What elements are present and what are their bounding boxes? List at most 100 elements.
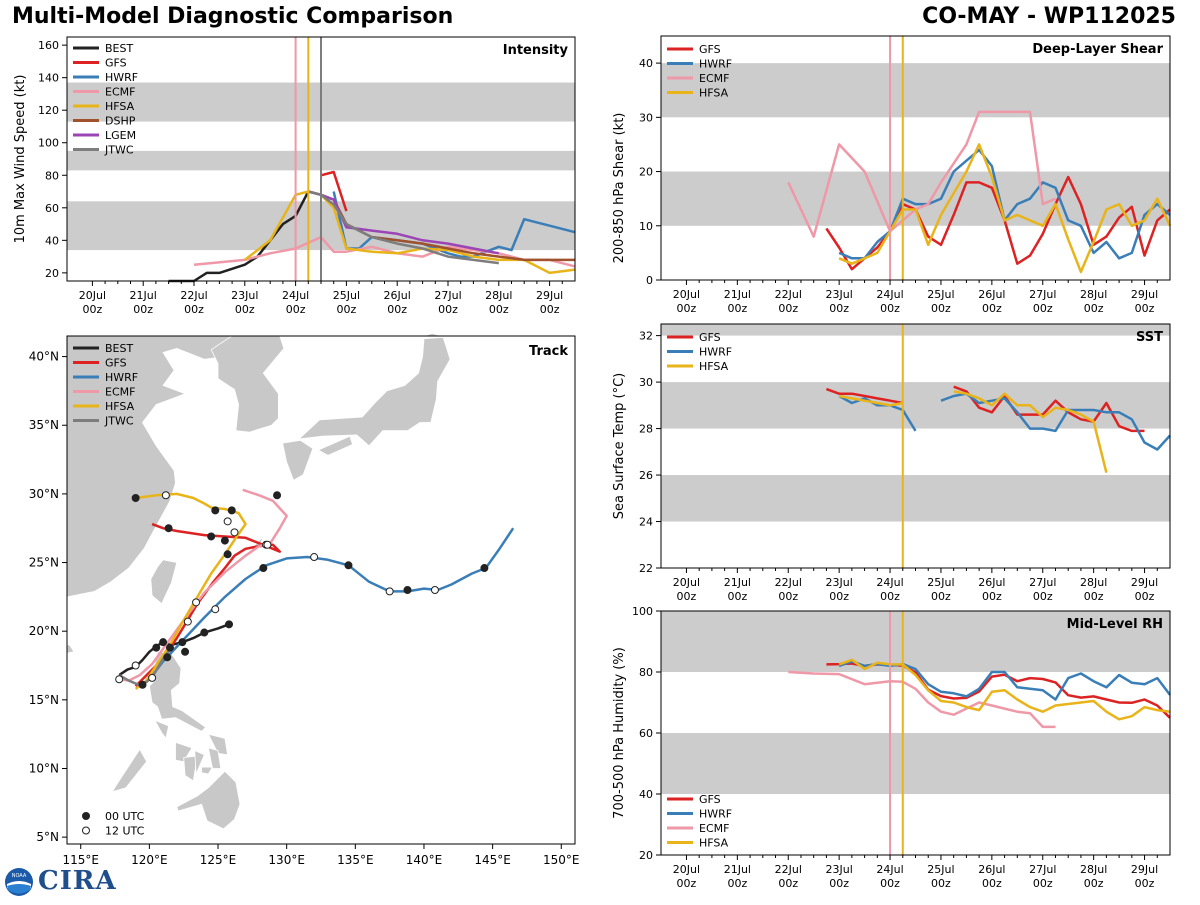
intensity-title: Intensity [503,43,569,58]
track-ytick-label: 25°N [29,556,59,570]
rh-xtick-label: 28Jul [1080,863,1107,876]
shear-legend-gfs: GFS [699,43,721,56]
track-point-hfsa [220,536,229,545]
land-cebu [194,749,205,775]
shear-xtick-label: 23Jul [826,288,853,301]
land-hainan [66,644,75,654]
track-ytick-label: 20°N [29,624,59,638]
rh-xtick-label: 00z [677,877,697,890]
shear-line-gfs-0 [825,175,1171,271]
sst-chart: 20Jul00z21Jul00z22Jul00z23Jul00z24Jul00z… [612,323,1171,603]
shear-xtick-label: 20Jul [673,288,700,301]
noaa-label: NOAA [12,873,27,879]
track-point-hwrf [430,586,439,594]
rh-xtick-label: 00z [931,877,951,890]
sst-xtick-label: 00z [982,590,1002,603]
rh-xtick-label: 20Jul [673,863,700,876]
sst-line-hfsa-4 [838,394,904,407]
track-point-gfs [207,532,216,541]
sst-xtick-label: 00z [880,590,900,603]
track-xtick-label: 130°E [268,853,305,867]
land-leyte [207,747,222,769]
shear-ytick-label: 40 [639,57,653,70]
sst-xtick-label: 00z [1033,590,1053,603]
intensity-ytick-label: 160 [38,39,59,52]
track-map: 115°E 120°E 125°E 130°E 135°E 140°E 145°E 150°E… [29,332,580,867]
intensity-legend-hfsa: HFSA [105,100,135,113]
track-point-best [131,661,140,670]
rh-xtick-label: 00z [778,877,798,890]
land-palawan [111,748,148,793]
shear-xtick-label: 26Jul [978,288,1005,301]
intensity-xtick-label: 00z [133,303,153,316]
track-point-hwrf [403,586,412,594]
intensity-xtick-label: 00z [337,303,357,316]
track-point-best [178,638,187,647]
track-point-best [200,628,209,637]
track-xtick-label: 115°E [62,853,99,867]
sst-legend-hfsa: HFSA [699,360,729,373]
track-ytick-label: 5°N [36,830,59,844]
sst-xtick-label: 00z [829,590,849,603]
sst-band-0 [661,475,1170,522]
track-ytick-label: 30°N [29,487,59,501]
intensity-chart: 20Jul00z21Jul00z22Jul00z23Jul00z24Jul00z… [13,36,576,316]
track-xtick-label: 150°E [543,853,580,867]
rh-ytick-label: 20 [639,849,653,862]
rh-ytick-label: 40 [639,788,653,801]
rh-chart: 20Jul00z21Jul00z22Jul00z23Jul00z24Jul00z… [612,605,1171,890]
track-point-hwrf [259,564,268,573]
intensity-ytick-label: 100 [38,137,59,150]
shear-xtick-label: 00z [778,302,798,315]
sst-xtick-label: 29Jul [1131,576,1158,589]
rh-line-hfsa-3 [838,658,1171,721]
shear-title: Deep-Layer Shear [1032,42,1163,57]
intensity-ylabel: 10m Max Wind Speed (kt) [13,75,28,244]
sst-line-hwrf-3 [940,392,1171,451]
intensity-xtick-label: 00z [83,303,103,316]
shear-line-hfsa-3 [838,143,1172,274]
sst-ytick-label: 32 [639,330,653,343]
rh-legend-hwrf: HWRF [699,808,732,821]
shear-ytick-label: 20 [639,166,653,179]
sst-xtick-label: 00z [1135,590,1155,603]
sst-xtick-label: 00z [727,590,747,603]
sst-ytick-label: 26 [639,469,653,482]
storm-title: CO-MAY - WP112025 [922,4,1176,29]
track-point-gfs [163,653,172,662]
rh-xtick-label: 00z [829,877,849,890]
shear-xtick-label: 00z [880,302,900,315]
intensity-xtick-label: 22Jul [180,289,207,302]
intensity-xtick-label: 00z [184,303,204,316]
shear-xtick-label: 00z [1084,302,1104,315]
track-point-hfsa [161,491,170,500]
track-point-hfsa [230,528,239,537]
intensity-line-hfsa-4 [244,190,576,275]
rh-ytick-label: 100 [632,605,653,618]
track-xtick-label: 140°E [406,853,443,867]
rh-xtick-label: 27Jul [1029,863,1056,876]
track-legend-jtwc: JTWC [104,415,134,428]
shear-xtick-label: 00z [1033,302,1053,315]
shear-legend-hwrf: HWRF [699,58,732,71]
land-mindanao [176,770,241,830]
track-point-jtwc [138,680,147,689]
rh-xtick-label: 21Jul [724,863,751,876]
rh-xtick-label: 23Jul [826,863,853,876]
intensity-xtick-label: 00z [235,303,255,316]
intensity-xtick-label: 00z [387,303,407,316]
intensity-ytick-label: 60 [45,202,59,215]
track-point-ecmf [263,540,272,549]
intensity-line-gfs-1 [320,170,348,212]
shear-xtick-label: 00z [677,302,697,315]
rh-ylabel: 700-500 hPa Humidity (%) [612,647,627,819]
track-point-hwrf [385,587,394,596]
shear-xtick-label: 00z [1135,302,1155,315]
track-legend-hwrf: HWRF [105,371,138,384]
track-point-hfsa [192,598,201,607]
intensity-xtick-label: 29Jul [536,289,563,302]
rh-legend-ecmf: ECMF [699,822,729,835]
sst-xtick-label: 28Jul [1080,576,1107,589]
shear-xtick-label: 25Jul [927,288,954,301]
land-taiwan [150,559,178,605]
